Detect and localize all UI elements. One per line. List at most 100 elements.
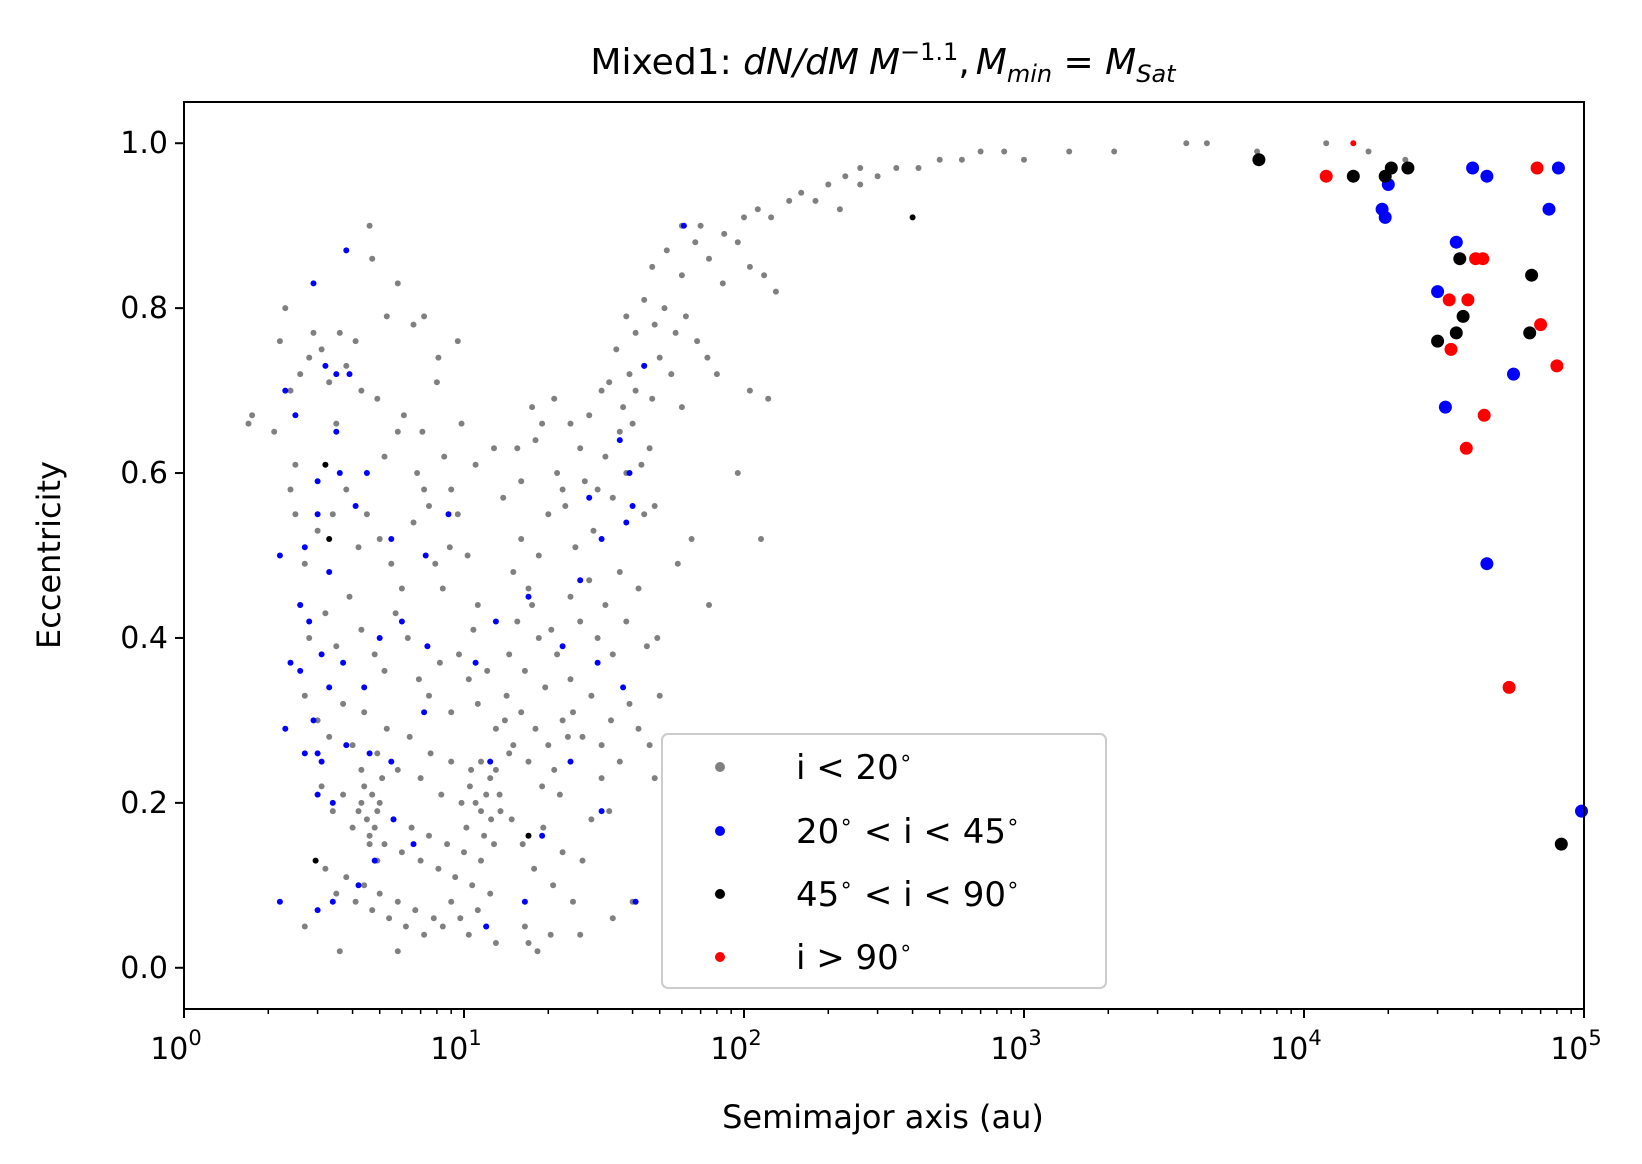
legend-label-retro: i > 90∘	[796, 936, 913, 978]
point-low	[468, 766, 475, 773]
point-low	[336, 948, 343, 955]
point-low	[415, 676, 422, 683]
point-low	[651, 321, 658, 328]
point-mid_large	[1466, 161, 1480, 175]
point-low	[786, 197, 793, 204]
legend-marker-retro	[715, 952, 725, 962]
point-low	[314, 527, 321, 534]
point-low	[842, 173, 849, 180]
point-low	[765, 395, 772, 402]
point-low	[521, 667, 528, 674]
point-low	[579, 733, 586, 740]
point-mid	[282, 387, 289, 394]
point-mid	[297, 602, 304, 608]
point-low	[322, 610, 329, 617]
legend-label-low: i < 20∘	[796, 746, 913, 788]
legend-mid-b: < i < 45	[853, 812, 1006, 852]
point-mid	[314, 907, 321, 914]
point-mid	[492, 618, 499, 625]
point-mid	[629, 503, 636, 509]
point-low	[448, 758, 455, 765]
point-low	[249, 412, 256, 419]
point-retro	[1461, 293, 1475, 307]
x-tick-label: 101	[430, 1026, 482, 1067]
point-low	[469, 882, 476, 889]
point-low	[672, 329, 679, 336]
point-mid	[318, 651, 325, 658]
point-low	[346, 593, 353, 600]
point-retro	[1550, 359, 1564, 373]
point-retro	[1530, 161, 1544, 175]
point-mid	[472, 659, 479, 666]
point-low	[310, 329, 317, 336]
point-mid	[376, 635, 383, 641]
title-exponent: −1.1	[900, 38, 958, 66]
point-low	[361, 882, 368, 889]
point-low	[444, 841, 451, 848]
point-mid	[483, 923, 490, 930]
point-low	[534, 948, 541, 955]
point-low	[692, 239, 699, 246]
point-low	[410, 519, 417, 526]
point-low	[454, 338, 461, 345]
point-low	[1203, 140, 1210, 147]
point-low	[531, 865, 538, 872]
point-low	[386, 915, 393, 922]
legend-label-high: 45∘ < i < 90∘	[796, 873, 1020, 915]
point-low	[301, 923, 308, 930]
legend-marker-mid	[715, 826, 725, 836]
point-low	[525, 758, 532, 765]
point-low	[721, 230, 728, 237]
point-low	[936, 156, 943, 163]
point-low	[366, 832, 373, 839]
point-low	[363, 511, 370, 518]
point-mid	[333, 428, 340, 435]
point-low	[371, 824, 378, 831]
point-mid	[361, 684, 368, 691]
point-mid	[333, 371, 340, 378]
point-mid	[371, 857, 378, 864]
point-low	[594, 635, 601, 641]
point-low	[602, 453, 609, 460]
point-mid_large	[1480, 557, 1494, 571]
point-low	[646, 742, 653, 749]
point-mid	[623, 519, 630, 526]
point-low	[383, 725, 390, 732]
point-mid_large	[1449, 235, 1463, 249]
point-low	[857, 165, 864, 171]
point-low	[893, 165, 900, 171]
point-low	[567, 593, 574, 600]
point-low	[746, 263, 753, 270]
point-low	[430, 915, 437, 922]
point-low	[525, 585, 532, 592]
point-mid	[355, 882, 362, 889]
point-low	[535, 552, 542, 559]
point-low	[570, 709, 576, 716]
point-low	[381, 667, 388, 674]
point-low	[340, 700, 347, 707]
point-low	[436, 659, 443, 666]
point-low	[366, 841, 373, 848]
point-low	[314, 717, 321, 724]
point-low	[326, 379, 333, 386]
point-low	[496, 791, 503, 798]
point-low	[465, 676, 472, 683]
point-low	[408, 824, 415, 831]
chart-title: Mixed1: dN/dM M−1.1, Mmin = MSat	[590, 38, 1177, 88]
legend-high-b: < i < 90	[853, 875, 1006, 915]
point-low	[688, 536, 695, 542]
point-low	[419, 428, 426, 435]
point-low	[478, 857, 484, 864]
point-low	[454, 511, 461, 518]
point-low	[406, 733, 413, 740]
point-low	[661, 305, 668, 312]
data-points	[245, 140, 1588, 955]
point-low	[734, 470, 741, 476]
point-mid_large	[1480, 169, 1494, 183]
point-low	[472, 799, 479, 806]
y-axis: 0.0 0.2 0.4 0.6 0.8 1.0	[120, 126, 184, 986]
point-low	[674, 560, 681, 567]
point-low	[417, 857, 424, 864]
point-low	[412, 907, 419, 914]
point-low	[554, 470, 561, 476]
